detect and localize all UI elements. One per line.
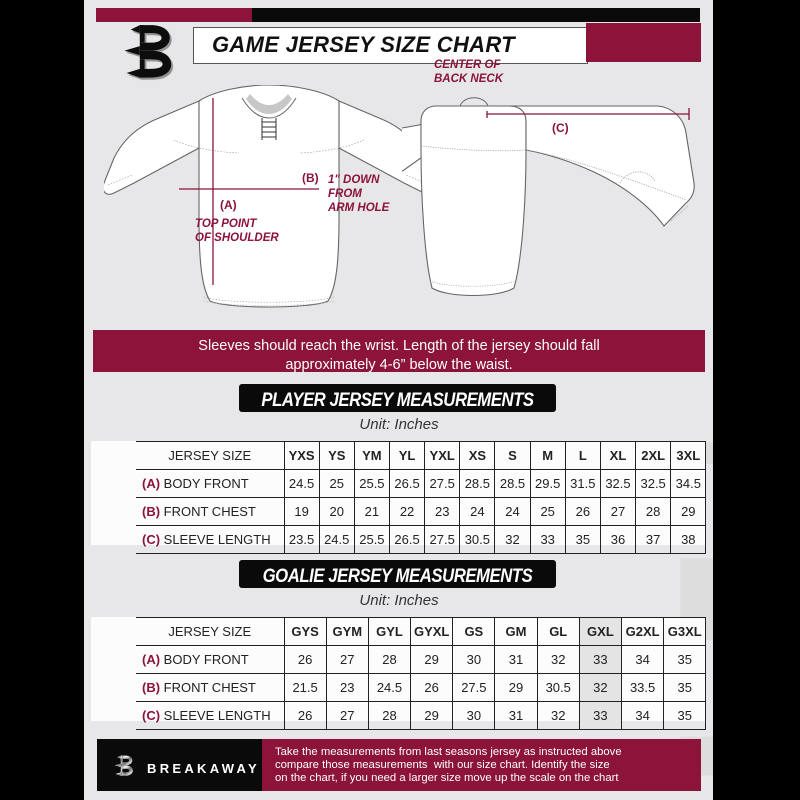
svg-text:TOP POINT: TOP POINT	[195, 218, 257, 230]
svg-text:OF SHOULDER: OF SHOULDER	[195, 232, 279, 244]
svg-text:(B): (B)	[302, 171, 319, 185]
svg-text:(C): (C)	[552, 121, 569, 135]
svg-text:(A): (A)	[220, 198, 237, 212]
